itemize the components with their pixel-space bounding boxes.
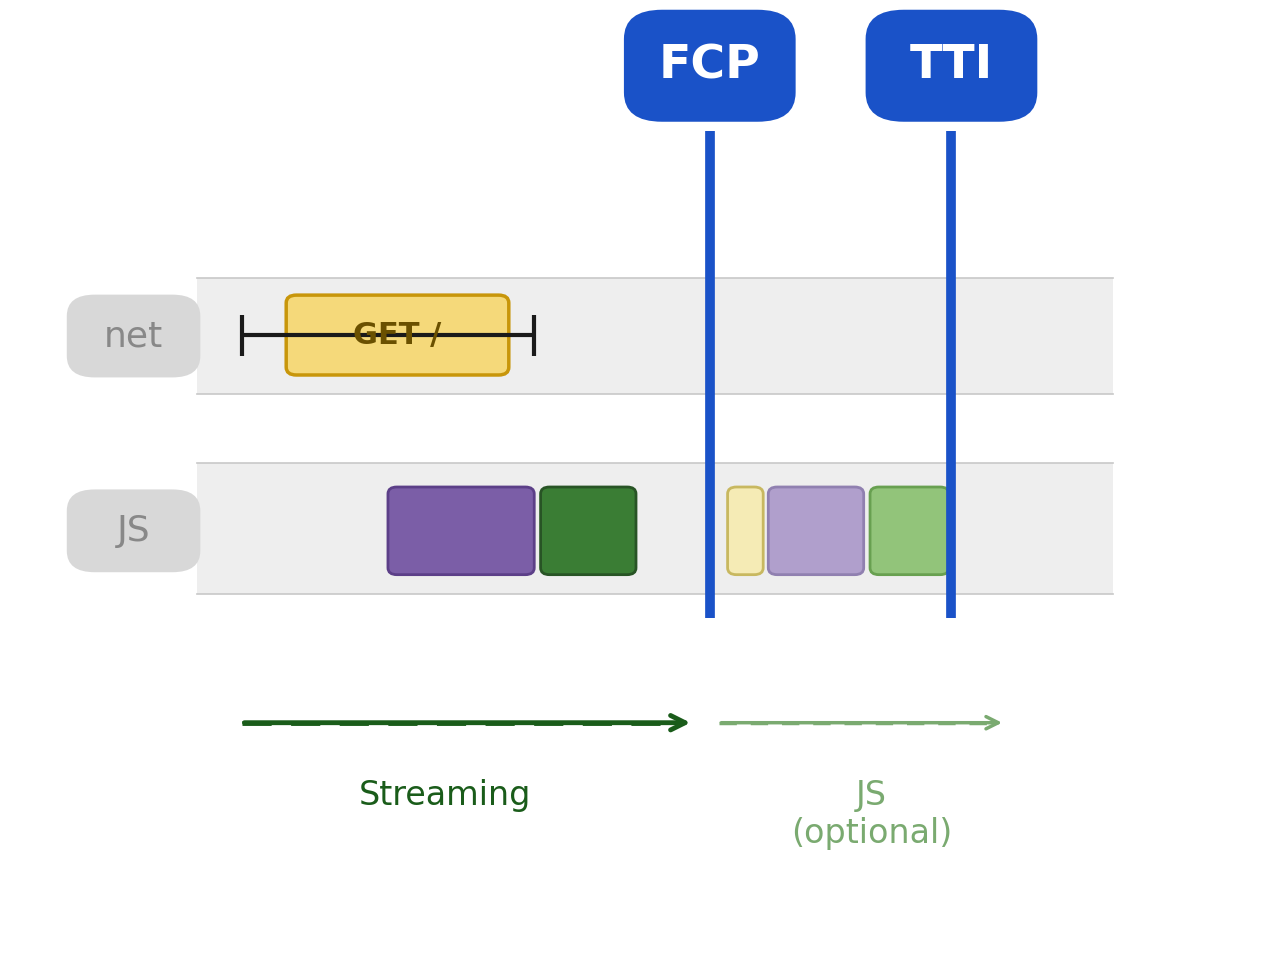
Text: FCP: FCP [659, 43, 761, 89]
Bar [197, 278, 1113, 394]
FancyBboxPatch shape [286, 295, 509, 375]
FancyBboxPatch shape [625, 10, 796, 122]
FancyBboxPatch shape [768, 487, 864, 575]
FancyBboxPatch shape [541, 487, 636, 575]
Text: TTI: TTI [909, 43, 993, 89]
Text: Streaming: Streaming [359, 779, 532, 812]
Bar [197, 463, 1113, 594]
Text: JS: JS [117, 514, 150, 547]
FancyBboxPatch shape [865, 10, 1038, 122]
FancyBboxPatch shape [388, 487, 534, 575]
Text: net: net [104, 319, 163, 353]
Text: JS
(optional): JS (optional) [791, 779, 951, 850]
FancyBboxPatch shape [870, 487, 949, 575]
FancyBboxPatch shape [67, 294, 201, 377]
FancyBboxPatch shape [728, 487, 763, 575]
Text: GET /: GET / [354, 320, 441, 350]
FancyBboxPatch shape [67, 489, 201, 572]
